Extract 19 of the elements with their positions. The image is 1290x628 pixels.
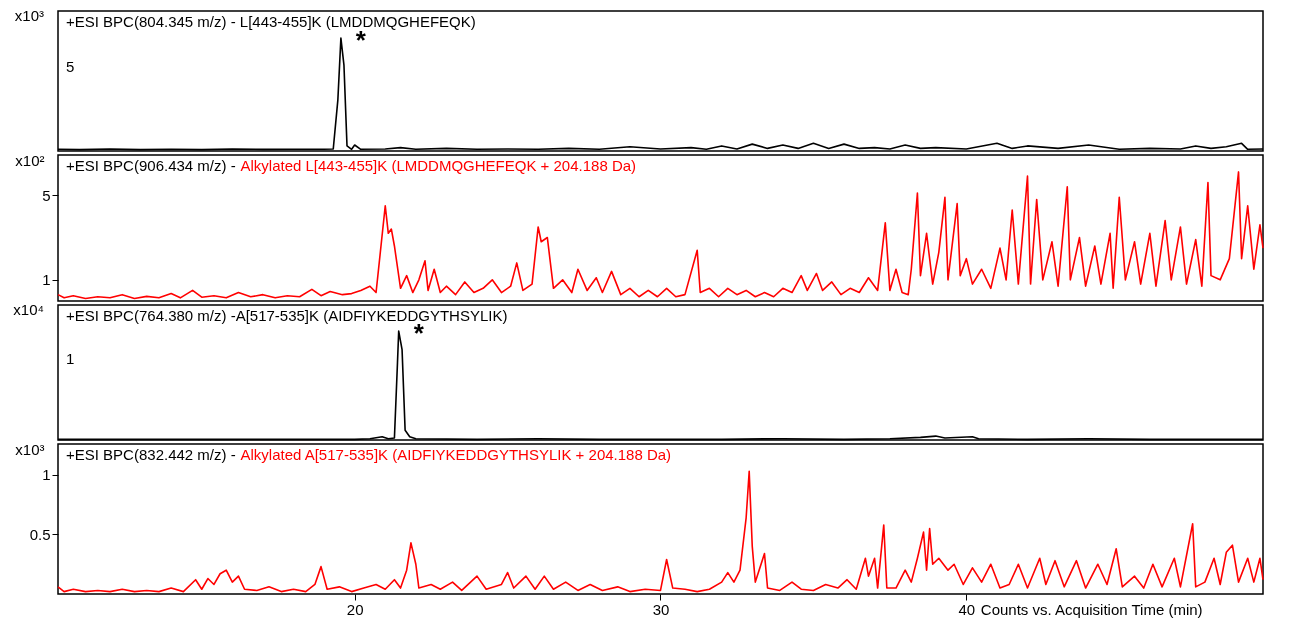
x-tick-label: 20 [346,600,364,618]
y-axis-title: x10² [15,151,45,169]
chart-subtitle: Alkylated A[517-535]K (AIDFIYKEDDGYTHSYLIK + 204.188 Da) [240,446,672,463]
y-axis-title: x10³ [14,7,44,24]
y-tick-label: 0.5 [29,525,51,543]
chart-title: +ESI BPC(906.434 m/z) - [66,157,236,174]
y-axis-title: x10³ [15,440,45,458]
x-tick-label: 40 [958,600,976,618]
chart-title: +ESI BPC(832.442 m/z) - [66,446,236,463]
line-series [57,470,1264,593]
y-tick-label: 1 [42,466,51,484]
x-axis-title: Counts vs. Acquisition Time (min) [980,600,1203,618]
x-tick-label: 30 [652,600,670,618]
annotation: 5 [66,58,75,75]
y-axis-title: x10⁴ [13,301,44,318]
annotation: 1 [66,350,75,367]
chart-subtitle: Alkylated L[443-455]K (LMDDMQGHEFEQK + 204.188 Da) [240,157,637,174]
y-tick-label: 5 [42,186,51,204]
y-tick-label: 1 [42,271,51,289]
